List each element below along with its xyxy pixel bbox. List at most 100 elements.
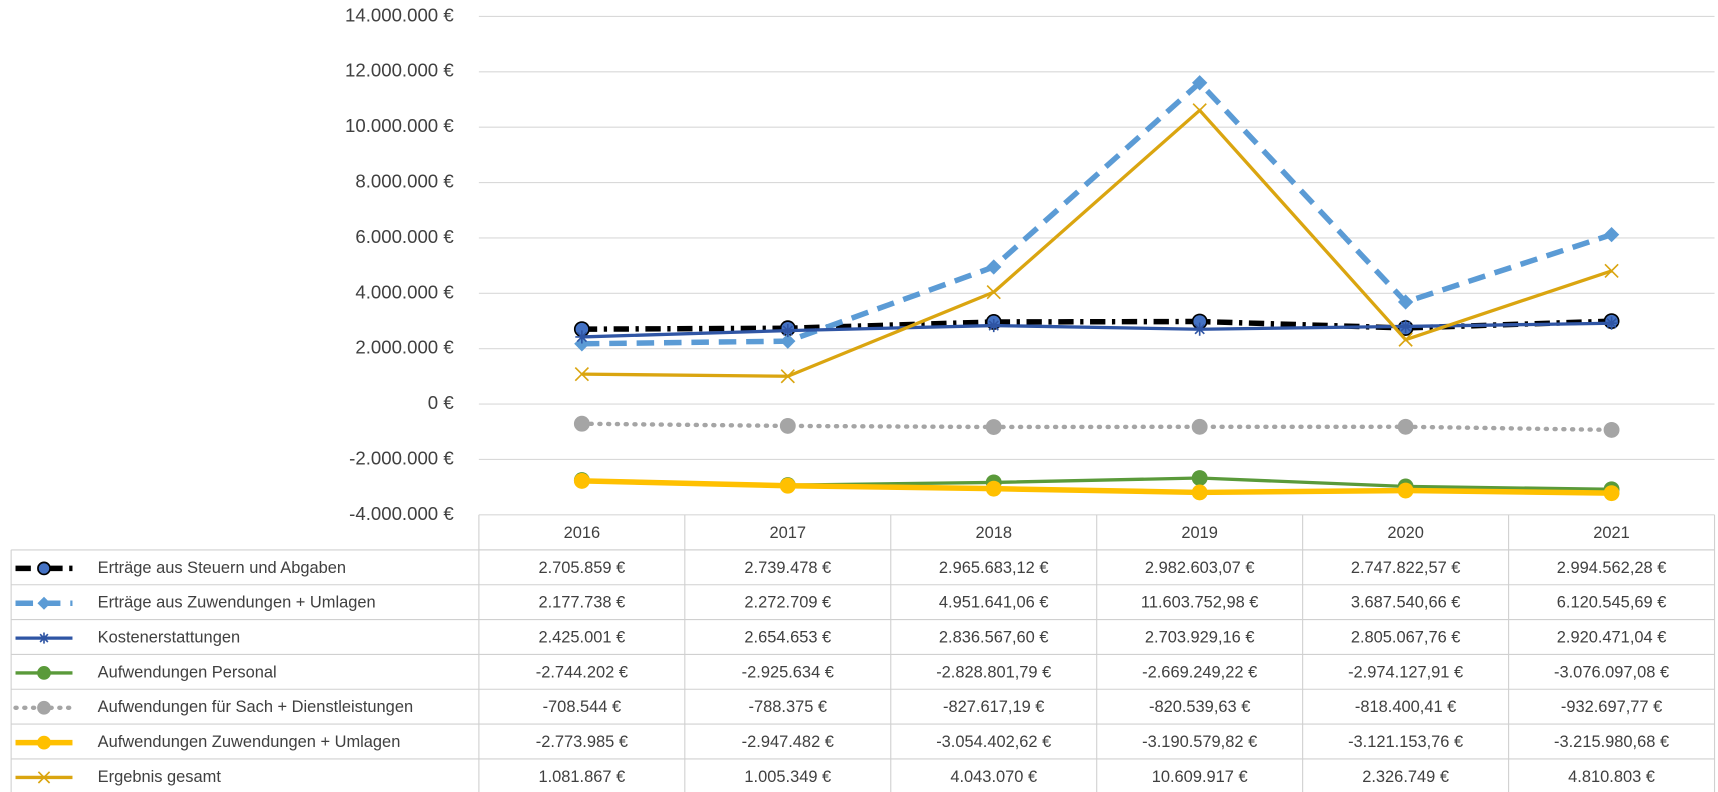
table-value: 2.836.567,60 € (939, 628, 1049, 646)
marker (1604, 316, 1619, 330)
table-value: 4.810.803 € (1568, 768, 1655, 786)
y-tick-label: -2.000.000 € (349, 447, 454, 468)
table-value: 2.739.478 € (744, 559, 831, 577)
y-tick-label: 10.000.000 € (345, 115, 454, 136)
table-value: -2.773.985 € (536, 733, 628, 751)
marker (1193, 322, 1207, 336)
marker (780, 333, 796, 349)
marker (38, 632, 50, 644)
series (574, 75, 1620, 352)
y-tick-label: 4.000.000 € (355, 281, 454, 302)
marker (37, 561, 51, 576)
series-line (581, 80, 1613, 347)
y-tick-label: 2.000.000 € (355, 337, 454, 358)
legend-label: Aufwendungen Personal (98, 663, 277, 681)
marker (573, 472, 590, 489)
marker (1397, 482, 1414, 499)
marker (1397, 418, 1414, 435)
table-value: 6.120.545,69 € (1557, 594, 1667, 612)
y-tick-label: 14.000.000 € (345, 4, 454, 25)
table-value: 2.920.471,04 € (1557, 628, 1667, 646)
marker (1192, 103, 1207, 118)
table-value: -708.544 € (543, 698, 622, 716)
y-tick-label: 8.000.000 € (355, 170, 454, 191)
table-value: 2.705.859 € (538, 559, 625, 577)
y-tick-label: 12.000.000 € (345, 60, 454, 81)
table-value: 2.747.822,57 € (1351, 559, 1461, 577)
x-tick-label: 2018 (975, 524, 1012, 542)
table-value: -788.375 € (749, 698, 828, 716)
series-line (579, 421, 1614, 433)
table-value: -3.076.097,08 € (1554, 663, 1669, 681)
table-value: -820.539,63 € (1149, 698, 1250, 716)
marker (985, 419, 1002, 435)
y-tick-label: -4.000.000 € (349, 503, 454, 524)
marker (781, 324, 795, 338)
x-tick-label: 2016 (564, 524, 601, 542)
marker (1399, 319, 1413, 333)
series-line (581, 321, 1612, 339)
x-tick-label: 2019 (1181, 524, 1218, 542)
table-value: -2.828.801,79 € (936, 663, 1051, 681)
marker (779, 477, 796, 494)
series (573, 472, 1620, 502)
marker (1398, 332, 1413, 347)
table-value: -818.400,41 € (1355, 698, 1456, 716)
y-tick-label: 0 € (428, 392, 455, 413)
table-value: 2.994.562,28 € (1557, 559, 1667, 577)
table-value: -3.190.579,82 € (1142, 733, 1257, 751)
series (575, 316, 1619, 344)
table-value: 2.425.001 € (538, 628, 625, 646)
x-tick-label: 2021 (1593, 524, 1630, 542)
series-line (581, 108, 1613, 378)
series (573, 415, 1620, 438)
table-value: 2.703.929,16 € (1145, 628, 1255, 646)
table-value: -3.215.980,68 € (1554, 733, 1669, 751)
legend-label: Aufwendungen Zuwendungen + Umlagen (98, 733, 401, 751)
table-value: -2.947.482 € (742, 733, 834, 751)
table-value: 2.272.709 € (744, 594, 831, 612)
table-value: 4.951.641,06 € (939, 594, 1049, 612)
marker (1603, 485, 1620, 502)
legend-label: Erträge aus Zuwendungen + Umlagen (98, 594, 376, 612)
marker (780, 369, 795, 384)
table-value: -2.744.202 € (536, 663, 628, 681)
marker (574, 366, 590, 382)
legend-label: Erträge aus Steuern und Abgaben (98, 559, 346, 577)
marker (986, 284, 1001, 300)
marker (986, 259, 1002, 275)
legend-label: Ergebnis gesamt (98, 768, 222, 786)
marker (37, 771, 51, 784)
y-tick-label: 6.000.000 € (355, 226, 454, 247)
marker (1397, 294, 1414, 310)
table-value: -827.617,19 € (943, 698, 1044, 716)
marker (37, 666, 51, 680)
marker (37, 735, 51, 750)
x-tick-label: 2020 (1387, 524, 1424, 542)
marker (1191, 470, 1208, 486)
table-value: -2.974.127,91 € (1348, 663, 1463, 681)
marker (779, 417, 796, 434)
series-line (581, 478, 1612, 496)
marker (37, 700, 51, 715)
marker (575, 330, 589, 344)
marker (1191, 484, 1208, 501)
table-value: 1.081.867 € (538, 768, 625, 786)
table-value: 1.005.349 € (744, 768, 831, 786)
marker (1191, 418, 1208, 435)
x-tick-label: 2017 (770, 524, 807, 542)
marker (1192, 75, 1208, 91)
marker (37, 596, 51, 610)
table-value: 11.603.752,98 € (1141, 594, 1259, 612)
table-value: -2.669.249,22 € (1142, 663, 1257, 681)
table-value: -2.925.634 € (742, 663, 834, 681)
marker (985, 480, 1002, 497)
table-value: -932.697,77 € (1561, 698, 1662, 716)
table-value: 2.177.738 € (538, 594, 625, 612)
table-value: -3.121.153,76 € (1348, 733, 1463, 751)
table-value: 2.965.683,12 € (939, 559, 1049, 577)
table-value: 3.687.540,66 € (1351, 594, 1461, 612)
table-value: 2.654.653 € (744, 628, 831, 646)
